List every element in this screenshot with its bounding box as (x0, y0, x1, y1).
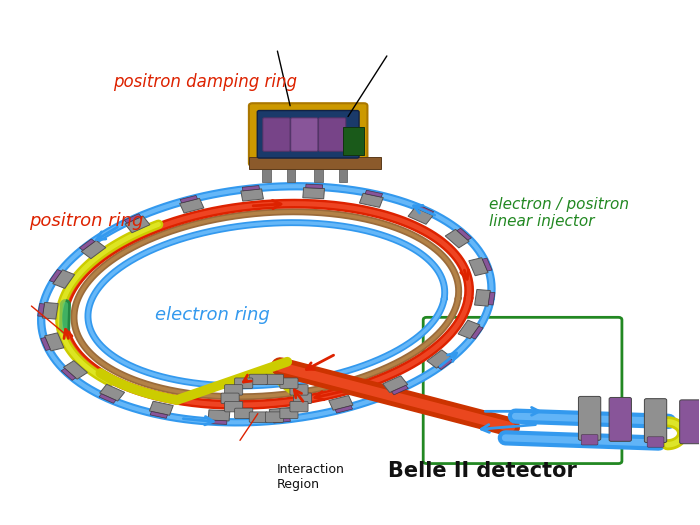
FancyBboxPatch shape (280, 408, 298, 418)
Polygon shape (416, 205, 433, 215)
FancyBboxPatch shape (265, 374, 284, 385)
FancyBboxPatch shape (609, 397, 631, 442)
Polygon shape (125, 216, 150, 233)
FancyBboxPatch shape (680, 400, 700, 444)
FancyBboxPatch shape (280, 378, 298, 388)
FancyBboxPatch shape (578, 396, 601, 440)
Polygon shape (149, 401, 173, 415)
Polygon shape (303, 187, 325, 198)
FancyBboxPatch shape (290, 385, 308, 395)
Bar (286, 166, 295, 182)
Polygon shape (365, 190, 382, 197)
FancyBboxPatch shape (265, 412, 284, 422)
Polygon shape (180, 195, 197, 203)
FancyBboxPatch shape (293, 393, 312, 404)
FancyBboxPatch shape (645, 398, 666, 443)
Text: electron ring: electron ring (155, 306, 270, 324)
FancyBboxPatch shape (290, 402, 308, 412)
FancyBboxPatch shape (249, 412, 267, 422)
Polygon shape (45, 333, 64, 351)
Polygon shape (150, 412, 167, 418)
Polygon shape (335, 406, 353, 413)
FancyBboxPatch shape (258, 111, 359, 158)
Polygon shape (383, 376, 407, 393)
Polygon shape (99, 394, 116, 403)
FancyBboxPatch shape (221, 393, 239, 404)
Bar (249, 157, 382, 169)
FancyBboxPatch shape (249, 103, 368, 166)
Bar (262, 166, 270, 182)
Polygon shape (81, 240, 106, 259)
Polygon shape (50, 269, 62, 282)
Bar (339, 166, 347, 182)
Text: Belle II detector: Belle II detector (389, 461, 578, 481)
Polygon shape (61, 369, 76, 380)
Polygon shape (391, 385, 408, 395)
Polygon shape (306, 184, 323, 188)
Polygon shape (41, 338, 50, 351)
Polygon shape (273, 418, 290, 423)
Text: electron / positron
linear injector: electron / positron linear injector (489, 197, 629, 229)
FancyBboxPatch shape (290, 118, 318, 151)
Polygon shape (438, 358, 453, 370)
Bar (343, 127, 364, 155)
FancyBboxPatch shape (648, 437, 664, 447)
Polygon shape (242, 185, 260, 191)
Polygon shape (210, 420, 227, 424)
FancyBboxPatch shape (225, 385, 243, 395)
FancyBboxPatch shape (234, 408, 253, 418)
Text: positron ring: positron ring (29, 212, 143, 230)
FancyBboxPatch shape (262, 118, 290, 151)
FancyBboxPatch shape (234, 378, 253, 388)
Polygon shape (64, 361, 88, 379)
FancyBboxPatch shape (318, 118, 346, 151)
Text: Interaction
Region: Interaction Region (276, 463, 344, 490)
Polygon shape (408, 207, 433, 224)
FancyBboxPatch shape (249, 374, 267, 385)
Polygon shape (427, 350, 452, 368)
Polygon shape (52, 270, 75, 288)
FancyBboxPatch shape (581, 435, 598, 445)
Polygon shape (99, 384, 125, 401)
Polygon shape (42, 302, 58, 319)
Polygon shape (125, 214, 141, 223)
Polygon shape (457, 228, 471, 240)
Polygon shape (38, 303, 44, 317)
Polygon shape (180, 198, 204, 213)
FancyBboxPatch shape (225, 402, 243, 412)
Polygon shape (475, 289, 491, 306)
Polygon shape (329, 395, 353, 410)
Polygon shape (270, 407, 292, 419)
Polygon shape (489, 292, 495, 305)
Polygon shape (445, 229, 469, 248)
Polygon shape (482, 258, 492, 271)
Polygon shape (208, 410, 230, 421)
Polygon shape (80, 239, 94, 250)
Polygon shape (359, 193, 384, 207)
Polygon shape (471, 326, 483, 339)
Polygon shape (469, 258, 488, 276)
Bar (314, 166, 323, 182)
Text: positron damping ring: positron damping ring (113, 74, 297, 91)
Polygon shape (458, 320, 480, 339)
Polygon shape (241, 189, 263, 201)
